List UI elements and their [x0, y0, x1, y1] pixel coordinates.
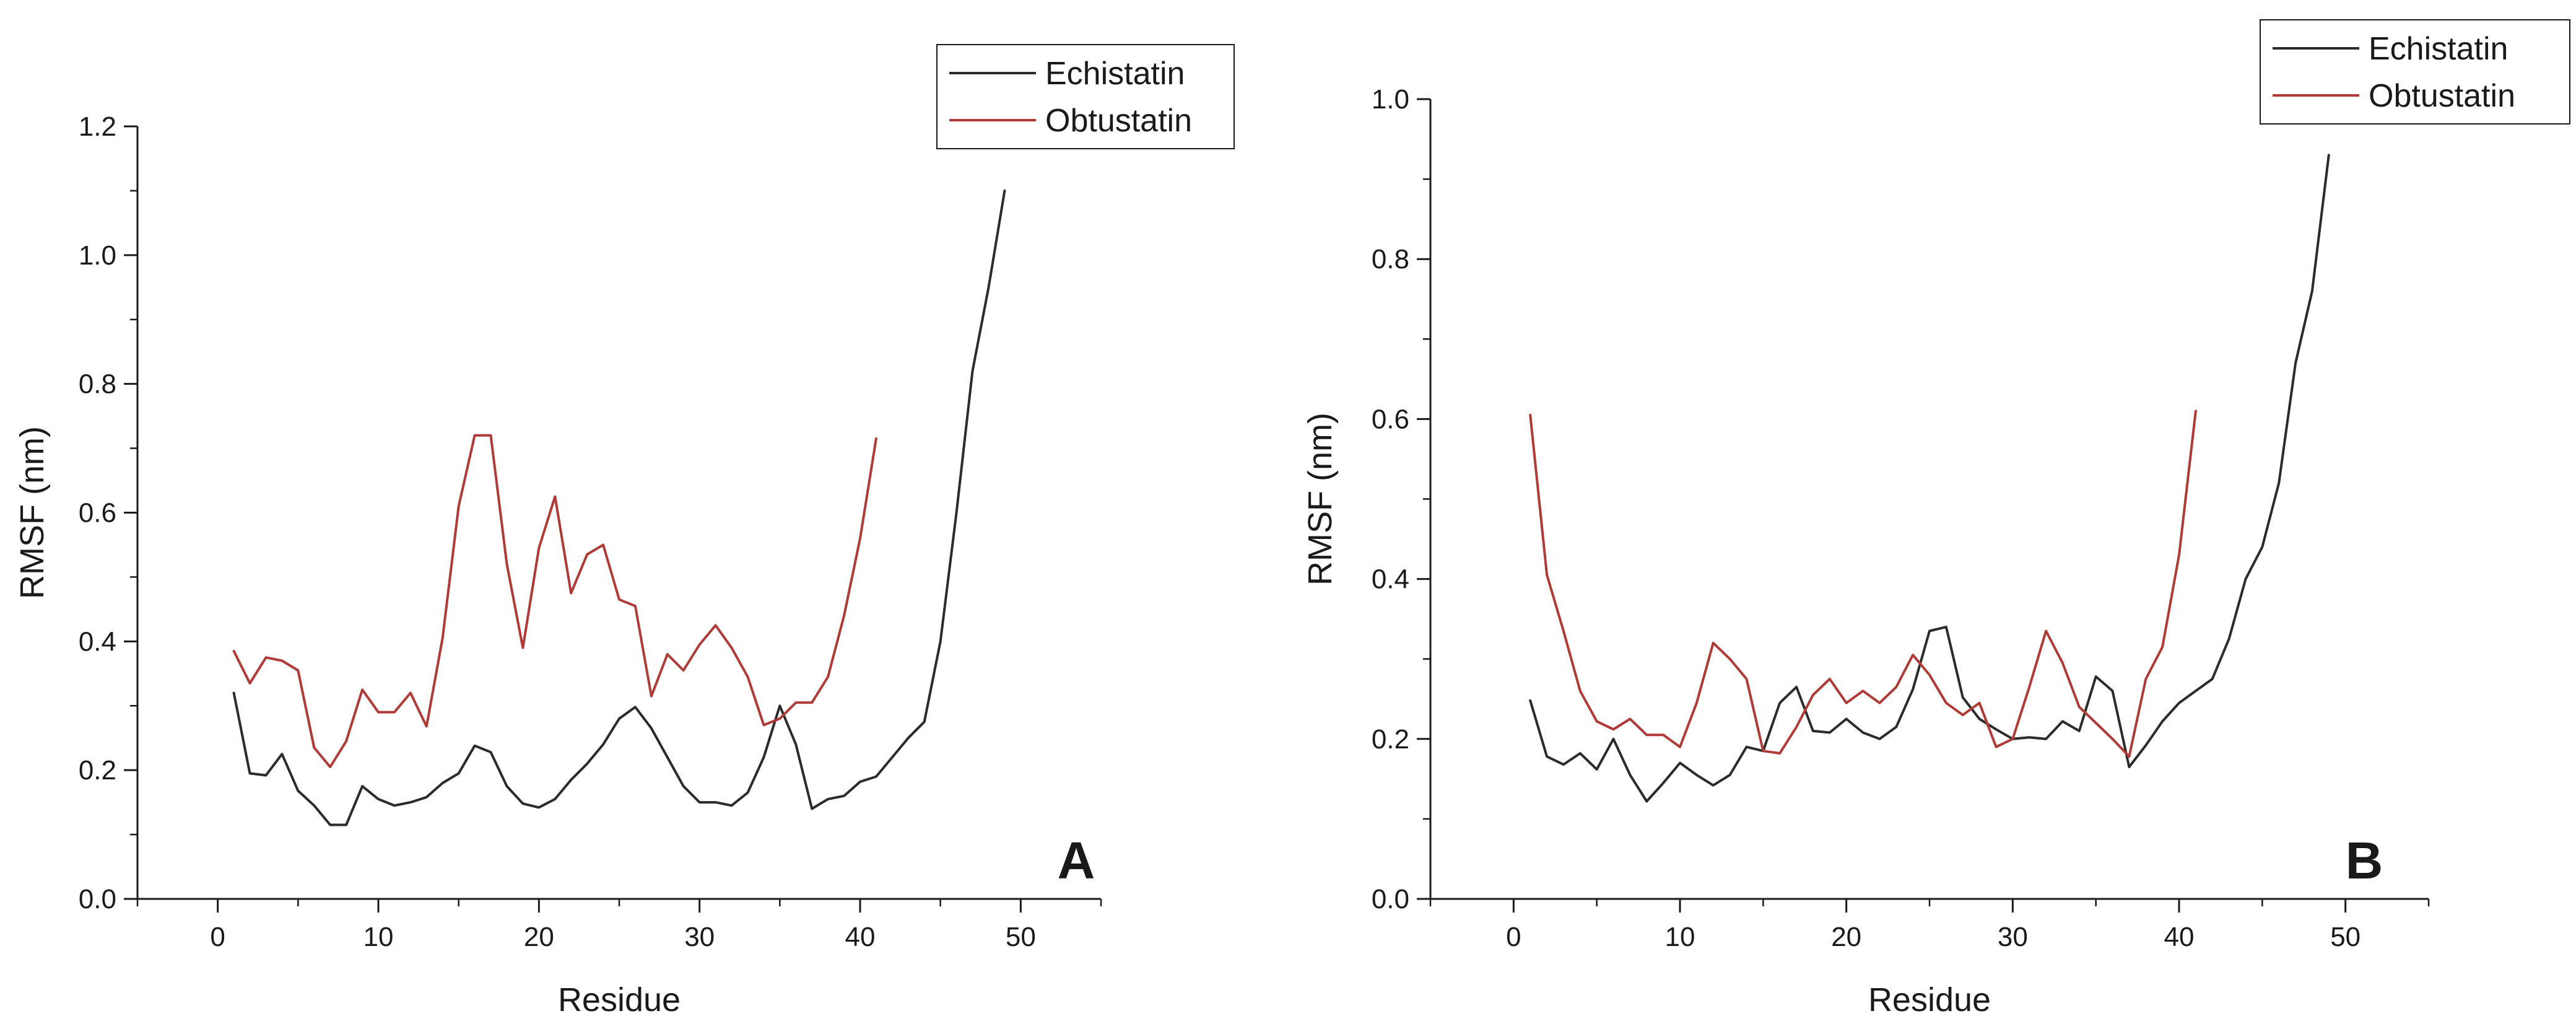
legend-label-obtustatin: Obtustatin — [2369, 78, 2515, 114]
legend-label-echistatin: Echistatin — [1045, 56, 1185, 92]
x-tick-label: 10 — [1665, 922, 1695, 952]
x-tick-label: 0 — [210, 922, 225, 952]
y-tick-label: 1.0 — [79, 240, 116, 271]
x-tick-label: 0 — [1506, 922, 1521, 952]
legend-box — [2260, 19, 2570, 125]
chart-panel-b: 0 10 20 30 40 50 0.0 0.2 0.4 0.6 0.8 1.0 Residue RMSF… — [1302, 19, 2570, 1018]
x-tick-label: 30 — [1998, 922, 2028, 952]
y-tick-label: 0.4 — [79, 626, 116, 657]
chart-panel-a: 0 10 20 30 40 50 0.0 0.2 0.4 0.6 0.8 1.0 1.2 Residue R… — [14, 44, 1235, 1018]
y-tick-label: 0.6 — [1372, 404, 1409, 434]
y-tick-label: 1.0 — [1372, 84, 1409, 115]
panel-letter: A — [1058, 831, 1095, 890]
legend-box — [936, 44, 1235, 149]
x-tick-label: 40 — [845, 922, 876, 952]
x-axis-title: Residue — [1868, 981, 1991, 1018]
y-tick-label: 0.6 — [79, 498, 116, 528]
y-tick-label: 0.2 — [79, 755, 116, 786]
y-tick-label: 0.4 — [1372, 564, 1409, 595]
x-tick-label: 50 — [2330, 922, 2361, 952]
x-tick-label: 10 — [363, 922, 394, 952]
legend: Echistatin Obtustatin — [2260, 19, 2570, 125]
y-tick-label: 0.0 — [79, 884, 116, 914]
x-axis-title: Residue — [558, 981, 681, 1018]
legend-label-echistatin: Echistatin — [2369, 31, 2508, 67]
x-tick-label: 30 — [684, 922, 715, 952]
y-axis-title: RMSF (nm) — [1302, 413, 1339, 585]
panel-letter: B — [2346, 831, 2383, 890]
legend-label-obtustatin: Obtustatin — [1045, 103, 1192, 139]
series-line-echistatin — [232, 189, 1006, 826]
y-tick-label: 1.2 — [79, 112, 116, 142]
series-line-echistatin — [1529, 154, 2330, 803]
x-tick-label: 20 — [1831, 922, 1861, 952]
series-line-obtustatin — [232, 434, 877, 768]
y-tick-label: 0.8 — [1372, 244, 1409, 274]
y-axis-title: RMSF (nm) — [14, 426, 51, 599]
y-tick-label: 0.0 — [1372, 884, 1409, 914]
legend: Echistatin Obtustatin — [936, 44, 1235, 149]
y-tick-label: 0.2 — [1372, 724, 1409, 755]
x-tick-label: 50 — [1006, 922, 1036, 952]
x-tick-label: 40 — [2164, 922, 2195, 952]
series-line-obtustatin — [1529, 409, 2197, 758]
y-tick-label: 0.8 — [79, 369, 116, 400]
x-tick-label: 20 — [524, 922, 554, 952]
